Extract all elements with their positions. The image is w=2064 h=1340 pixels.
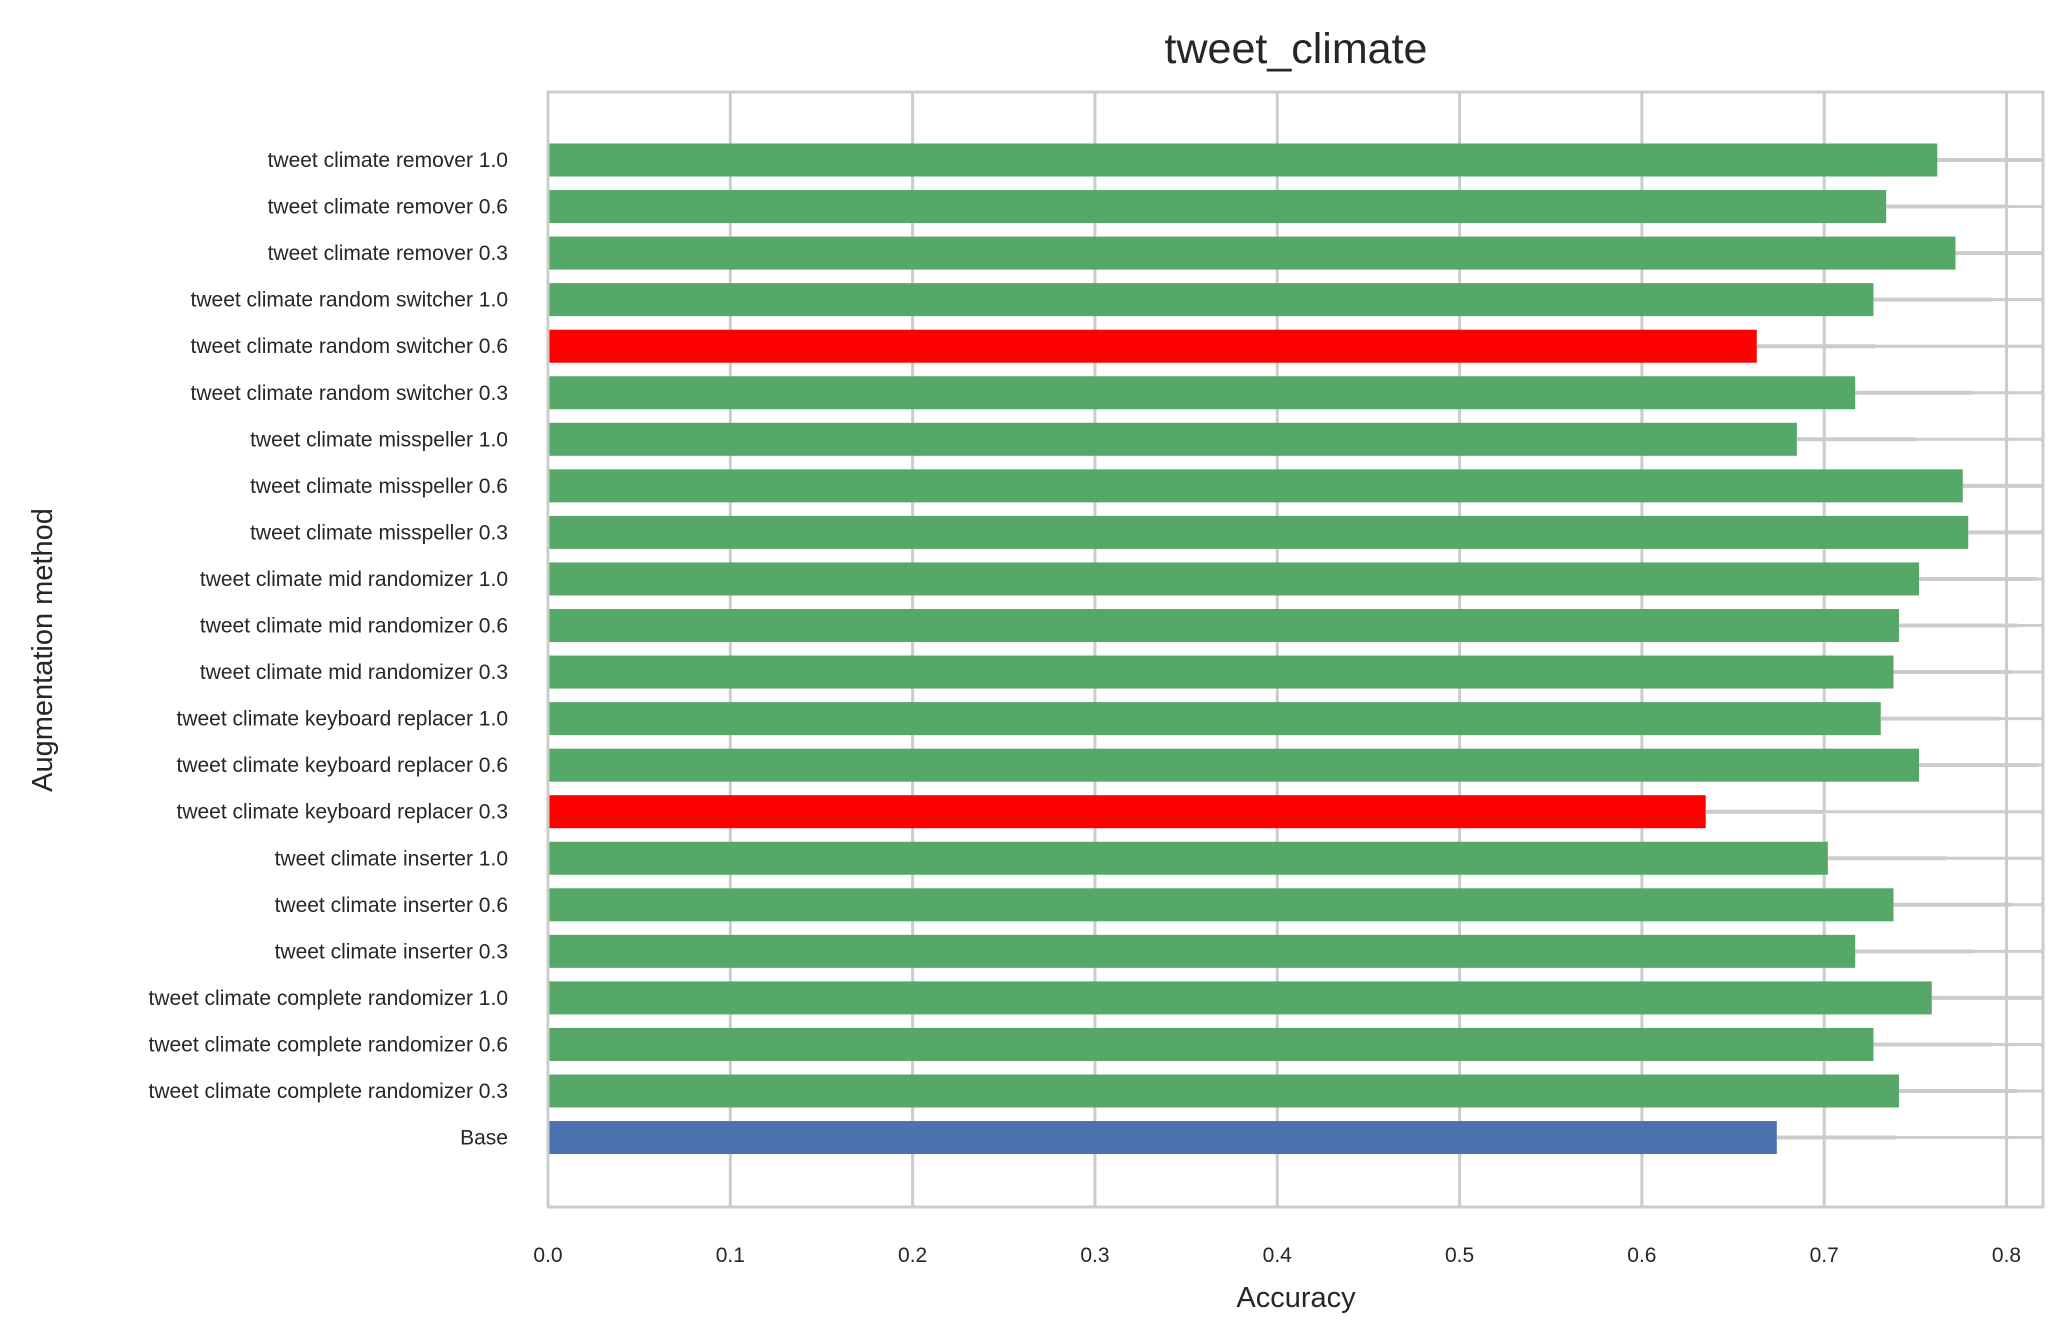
y-tick-label: tweet climate mid randomizer 0.6: [200, 615, 508, 638]
y-tick-label: tweet climate complete randomizer 0.3: [149, 1080, 509, 1103]
x-tick-label: 0.2: [898, 1244, 927, 1267]
bar: [548, 702, 1881, 736]
bar: [548, 655, 1894, 689]
y-tick-label: tweet climate random switcher 1.0: [191, 289, 508, 312]
bar: [548, 376, 1856, 410]
x-tick-label: 0.4: [1263, 1244, 1293, 1267]
y-tick-label: tweet climate mid randomizer 1.0: [200, 568, 508, 591]
x-tick-label: 0.0: [533, 1244, 562, 1267]
bar: [548, 1121, 1777, 1155]
y-tick-label: tweet climate keyboard replacer 1.0: [177, 708, 509, 731]
x-tick-labels: 0.0 0.1 0.2 0.3 0.4 0.5 0.6 0.7 0.8: [533, 1244, 2021, 1267]
y-tick-label: tweet climate random switcher 0.3: [191, 382, 508, 405]
bar: [548, 841, 1828, 875]
y-tick-label: tweet climate inserter 1.0: [275, 847, 508, 870]
y-tick-label: tweet climate remover 1.0: [268, 149, 508, 172]
bar: [548, 748, 1920, 782]
bar: [548, 795, 1706, 829]
x-axis-title: Accuracy: [1236, 1282, 1356, 1314]
bar: [548, 329, 1757, 363]
bar: [548, 515, 1969, 549]
x-tick-label: 0.1: [716, 1244, 745, 1267]
bar: [548, 981, 1932, 1015]
y-tick-label: tweet climate keyboard replacer 0.6: [177, 754, 509, 777]
chart-title: tweet_climate: [1165, 25, 1428, 73]
bar: [548, 1074, 1899, 1108]
y-tick-label: tweet climate remover 0.6: [268, 196, 508, 219]
y-tick-label: tweet climate keyboard replacer 0.3: [177, 801, 509, 824]
x-tick-label: 0.3: [1080, 1244, 1109, 1267]
y-tick-label: tweet climate misspeller 0.3: [250, 521, 508, 544]
x-tick-label: 0.6: [1627, 1244, 1656, 1267]
bar: [548, 422, 1797, 456]
y-tick-label: tweet climate misspeller 0.6: [250, 475, 508, 498]
plot-frame: [546, 90, 2045, 1209]
bar: [548, 1027, 1874, 1061]
y-tick-label: tweet climate complete randomizer 1.0: [149, 987, 509, 1010]
y-tick-label: tweet climate random switcher 0.6: [191, 335, 508, 358]
bar: [548, 888, 1894, 922]
error-bars: [1705, 158, 2043, 1140]
bar: [548, 143, 1938, 177]
bar: [548, 190, 1887, 224]
y-axis-title: Augmentation method: [27, 508, 59, 792]
bar: [548, 934, 1856, 968]
bars: [548, 143, 1969, 1155]
y-tick-label: tweet climate complete randomizer 0.6: [149, 1033, 509, 1056]
bar: [548, 609, 1899, 642]
y-tick-labels: tweet climate remover 1.0 tweet climate r…: [149, 149, 509, 1150]
x-tick-label: 0.8: [1992, 1244, 2021, 1267]
bar: [548, 469, 1963, 503]
bar: [548, 236, 1956, 270]
y-tick-label: tweet climate inserter 0.3: [275, 940, 508, 963]
y-tick-label: tweet climate inserter 0.6: [275, 894, 508, 917]
x-tick-label: 0.7: [1810, 1244, 1839, 1267]
y-tick-label: tweet climate mid randomizer 0.3: [200, 661, 508, 684]
bar: [548, 283, 1874, 317]
y-tick-label: tweet climate remover 0.3: [268, 242, 508, 265]
bar: [548, 562, 1920, 596]
x-tick-label: 0.5: [1445, 1244, 1474, 1267]
y-tick-label: Base: [460, 1127, 508, 1150]
y-tick-label: tweet climate misspeller 1.0: [250, 428, 508, 451]
